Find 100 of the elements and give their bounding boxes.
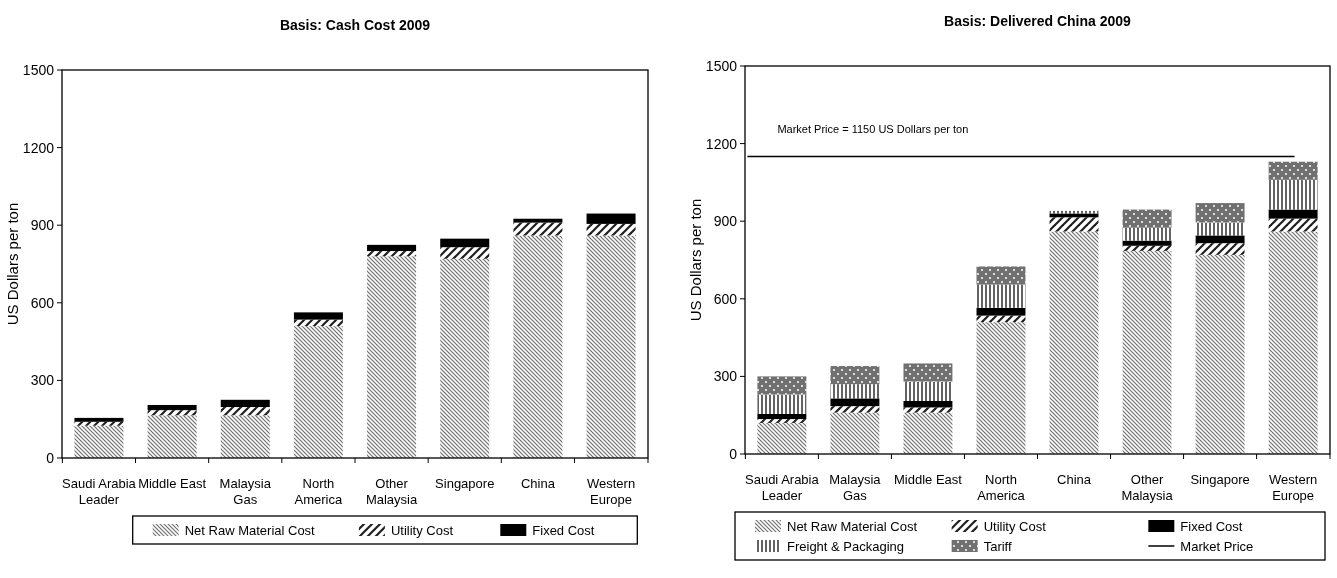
legend-label: Market Price (1180, 539, 1254, 554)
bar (757, 394, 807, 414)
bar (513, 218, 563, 223)
x-tick-label: Singapore (435, 476, 495, 491)
legend-label: Net Raw Material Cost (787, 519, 918, 534)
bar (1268, 179, 1318, 210)
bar (513, 235, 563, 458)
y-tick-label: 300 (30, 372, 55, 389)
bar (976, 284, 1026, 308)
legend-label: Fixed Cost (532, 523, 595, 538)
bar (1195, 222, 1245, 236)
bar (1122, 209, 1172, 228)
chart-title: Basis: Delivered China 2009 (944, 13, 1132, 29)
bar (1049, 217, 1099, 232)
y-tick-label: 300 (713, 368, 738, 385)
x-tick-label: Other Malaysia (365, 476, 418, 508)
bar (440, 258, 490, 458)
y-tick-label: 900 (30, 217, 55, 234)
bar (1122, 227, 1172, 241)
bar (513, 222, 563, 236)
bar (1049, 213, 1099, 218)
y-axis-title: US Dollars per ton (4, 202, 21, 326)
x-tick-label: Western Europe (1269, 472, 1318, 504)
bar (1268, 218, 1318, 232)
bar (440, 247, 490, 259)
bar (220, 415, 270, 458)
bar (74, 417, 124, 422)
bar (903, 363, 953, 382)
bar (903, 412, 953, 454)
bar (976, 266, 1026, 285)
x-tick-label: China (520, 476, 556, 491)
bar (830, 398, 880, 407)
bar (147, 404, 197, 411)
y-tick-label: 1200 (22, 139, 55, 156)
x-tick-label: Malaysia Gas (219, 476, 272, 508)
x-tick-label: Western Europe (586, 476, 636, 508)
x-tick-label: Saudi Arabia Leader (745, 472, 820, 504)
x-tick-label: Other Malaysia (1121, 472, 1174, 504)
bar (440, 238, 490, 248)
legend-label: Fixed Cost (1180, 519, 1243, 534)
bar (757, 422, 807, 454)
x-tick-label: North America (294, 476, 344, 508)
bar (830, 406, 880, 413)
bar (1268, 231, 1318, 454)
bar (367, 251, 417, 257)
bar (293, 326, 343, 458)
bar (830, 366, 880, 385)
bar (1268, 209, 1318, 219)
bar (1195, 235, 1245, 244)
y-tick-label: 1500 (22, 62, 55, 78)
legend-label: Utility Cost (983, 519, 1047, 534)
bar (903, 407, 953, 413)
x-tick-label: Middle East (138, 476, 207, 491)
y-tick-label: 0 (46, 450, 55, 466)
bar (830, 412, 880, 454)
bar (1122, 245, 1172, 251)
legend-label: Utility Cost (390, 523, 454, 538)
bar (757, 376, 807, 395)
bar (830, 384, 880, 399)
bar (586, 223, 636, 236)
chart-title: Basis: Cash Cost 2009 (279, 17, 431, 33)
annotation: Market Price = 1150 US Dollars per ton (777, 122, 969, 135)
bar (586, 213, 636, 224)
bar (586, 235, 636, 458)
bar (367, 256, 417, 458)
x-tick-label: Singapore (1190, 472, 1250, 487)
legend-label: Freight & Packaging (787, 539, 905, 554)
legend-label: Net Raw Material Cost (184, 523, 316, 538)
x-tick-label: North America (977, 472, 1026, 504)
bar (1195, 254, 1245, 454)
bar (1195, 243, 1245, 255)
legend-label: Tariff (983, 539, 1012, 554)
bar (903, 381, 953, 401)
bar (757, 419, 807, 423)
bar (976, 315, 1026, 323)
bar (74, 425, 124, 458)
y-tick-label: 600 (30, 294, 55, 311)
y-tick-label: 600 (713, 290, 738, 307)
bar (976, 307, 1026, 316)
bar (147, 415, 197, 458)
x-tick-label: Middle East (893, 472, 963, 487)
bar (293, 319, 343, 327)
bar (293, 312, 343, 320)
bar (147, 410, 197, 416)
x-tick-label: Saudi Arabia Leader (62, 476, 137, 508)
bar (1122, 250, 1172, 454)
bar (903, 400, 953, 408)
bar (74, 421, 124, 426)
bar (1195, 203, 1245, 223)
y-tick-label: 1500 (705, 58, 738, 74)
bar (1049, 231, 1099, 454)
bar (1122, 240, 1172, 246)
x-tick-label: Malaysia Gas (829, 472, 882, 504)
bar (976, 322, 1026, 454)
bar (220, 407, 270, 416)
y-axis-title: US Dollars per ton (687, 198, 704, 322)
bar (1268, 161, 1318, 180)
y-tick-label: 0 (729, 446, 738, 462)
bar (757, 413, 807, 420)
bar (367, 244, 417, 252)
